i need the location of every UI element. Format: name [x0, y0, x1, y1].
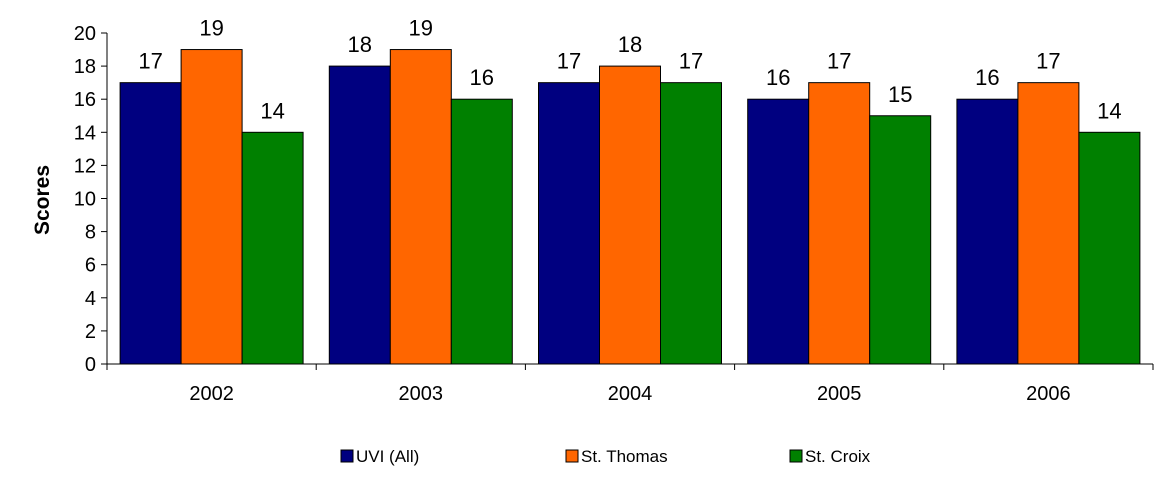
data-label: 19: [199, 16, 223, 41]
data-label: 16: [470, 65, 494, 90]
data-label: 16: [975, 65, 999, 90]
bar: [660, 82, 722, 365]
legend: UVI (All) St. Thomas St. Croix: [340, 447, 871, 466]
legend-swatch: [340, 449, 354, 463]
data-label: 18: [618, 32, 642, 57]
y-tick-label: 16: [74, 89, 96, 111]
data-label: 17: [827, 49, 851, 74]
legend-label: St. Thomas: [581, 447, 668, 466]
bar: [241, 131, 304, 365]
data-label: 15: [888, 82, 912, 107]
x-tick-label: 2004: [608, 383, 653, 405]
bars-layer: [119, 49, 1141, 365]
y-tick-label: 18: [74, 56, 96, 78]
data-label: 17: [679, 49, 703, 74]
x-tick-label: 2006: [1026, 383, 1071, 405]
bar: [450, 98, 513, 365]
data-label: 14: [1097, 98, 1121, 123]
x-tick-label: 2003: [399, 383, 444, 405]
bar: [389, 49, 452, 365]
bar: [119, 82, 182, 365]
bar: [1078, 131, 1141, 365]
data-label: 19: [409, 16, 433, 41]
bar: [956, 98, 1019, 365]
legend-label: St. Croix: [805, 447, 871, 466]
bar: [808, 82, 871, 365]
y-tick-label: 14: [74, 122, 96, 144]
legend-swatch: [565, 449, 579, 463]
bar: [599, 65, 661, 365]
axes-layer: 0 2 4 6 8 10 12 14 16 18 20 2002 2003 2004 2005 2006: [74, 23, 1154, 405]
bar: [538, 82, 600, 365]
x-tick-label: 2002: [189, 383, 234, 405]
y-axis-label: Scores: [31, 165, 54, 235]
bar: [869, 115, 932, 365]
data-label: 16: [766, 65, 790, 90]
legend-swatch: [789, 449, 803, 463]
data-label: 18: [348, 32, 372, 57]
y-tick-label: 8: [85, 222, 96, 244]
bar: [1017, 82, 1080, 365]
y-tick-label: 10: [74, 189, 96, 211]
y-tick-label: 0: [85, 354, 96, 376]
y-tick-label: 20: [74, 23, 96, 45]
y-tick-label: 12: [74, 155, 96, 177]
bar: [180, 49, 243, 365]
bar: [747, 98, 810, 365]
data-label: 14: [260, 98, 284, 123]
data-label: 17: [557, 49, 581, 74]
y-tick-label: 2: [85, 321, 96, 343]
data-label: 17: [138, 49, 162, 74]
bar: [328, 65, 391, 365]
data-labels-layer: 17 19 14 18 19 16 17 18 17 16 17 15 16 17 14: [138, 16, 1121, 124]
x-tick-label: 2005: [817, 383, 862, 405]
y-tick-label: 4: [85, 288, 96, 310]
data-label: 17: [1036, 49, 1060, 74]
legend-label: UVI (All): [356, 447, 419, 466]
y-tick-label: 6: [85, 255, 96, 277]
